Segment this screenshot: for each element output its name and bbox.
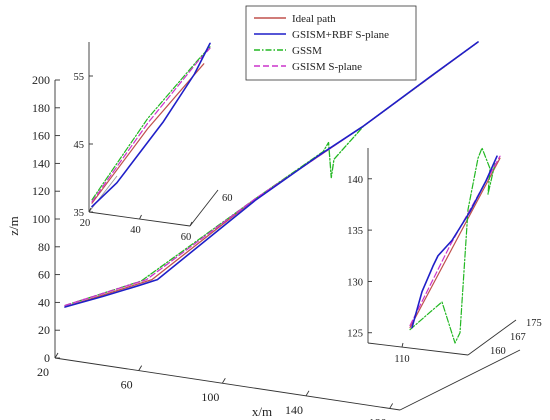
x-tick-mark — [138, 365, 143, 371]
inset-right-x-tick-label: 110 — [394, 354, 409, 365]
x-tick-label: 140 — [285, 403, 303, 417]
legend-label: GSSM — [292, 45, 322, 57]
inset-left-y-axis — [189, 189, 219, 227]
inset-left-z-tick-label: 35 — [74, 208, 85, 219]
inset-left-series-ideal-path — [91, 63, 205, 204]
z-tick-label: 140 — [32, 156, 50, 170]
inset-right-z-tick-label: 140 — [347, 175, 363, 186]
inset-left-back-edge — [88, 175, 118, 213]
x-axis-line — [54, 357, 401, 411]
legend-label: Ideal path — [292, 13, 336, 25]
inset-right — [367, 148, 517, 356]
z-tick-label: 40 — [38, 295, 50, 309]
legend: Ideal path GSISM+RBF S-plane GSSM GSISM S-p… — [245, 5, 417, 81]
x-ticks: 20 60 100 140 180 — [37, 352, 394, 420]
inset-left-z-tick-label: 45 — [74, 140, 85, 151]
inset-right-y-tick-label: 160 — [490, 346, 506, 357]
inset-left-series — [91, 42, 211, 208]
z-tick-label: 180 — [32, 101, 50, 115]
inset-left-x-tick-mark — [88, 207, 92, 213]
inset-right-series-gssm — [409, 147, 496, 344]
x-tick-mark — [221, 377, 226, 384]
inset-right-z-tick-label: 130 — [347, 277, 363, 288]
inset-left-series-gsism-rbf-s-plane — [91, 42, 211, 208]
main-series-ideal-path — [64, 41, 479, 308]
inset-left-x-tick-label: 60 — [181, 232, 192, 243]
main-series-gssm — [64, 41, 479, 307]
main-series-gsism-rbf-s-plane — [64, 41, 479, 308]
x-tick-mark — [305, 390, 310, 397]
inset-right-series — [409, 147, 501, 344]
inset-right-y-tick-label: 175 — [526, 318, 542, 329]
z-tick-label: 0 — [44, 351, 50, 365]
main-series-gsism-s-plane — [64, 41, 479, 307]
x-axis-label: x/m — [252, 404, 272, 419]
x-tick-mark — [54, 352, 59, 359]
inset-right-y-axis — [467, 319, 517, 356]
z-tick-label: 200 — [32, 73, 50, 87]
z-axis-label: z/m — [6, 216, 21, 236]
x-tick-mark — [389, 403, 394, 409]
inset-right-z-tick-label: 125 — [347, 329, 363, 340]
x-tick-label: 60 — [121, 378, 133, 392]
inset-left-x-tick-mark — [189, 221, 193, 227]
legend-label: GSISM+RBF S-plane — [292, 29, 389, 41]
inset-right-series-ideal-path — [409, 157, 501, 329]
z-tick-label: 120 — [32, 184, 50, 198]
inset-left-series-gssm — [91, 46, 211, 201]
z-tick-label: 20 — [38, 323, 50, 337]
inset-left-z-tick-label: 55 — [74, 72, 85, 83]
z-tick-label: 160 — [32, 129, 50, 143]
z-tick-label: 60 — [38, 268, 50, 282]
x-tick-label: 100 — [201, 390, 219, 404]
inset-right-z-tick-label: 135 — [347, 226, 363, 237]
inset-right-series-gsism-rbf-s-plane — [411, 155, 498, 329]
inset-left-x-tick-mark — [139, 214, 142, 220]
inset-right-x-axis — [367, 342, 469, 356]
inset-right-x-tick-mark — [401, 342, 404, 348]
main-series — [64, 41, 479, 308]
inset-left-ticks: 35 45 55 20 40 60 60 — [74, 72, 233, 243]
z-tick-label: 80 — [38, 240, 50, 254]
legend-label: GSISM S-plane — [292, 61, 362, 73]
x-tick-label: 180 — [369, 415, 387, 420]
y-axis-line — [399, 349, 521, 411]
inset-right-y-tick-label: 167 — [510, 332, 526, 343]
inset-left-x-tick-label: 40 — [130, 225, 141, 236]
z-tick-label: 100 — [32, 212, 50, 226]
x-tick-label: 20 — [37, 365, 49, 379]
inset-left-y-tick-label: 60 — [222, 193, 233, 204]
z-ticks: 0 20 40 60 80 100 120 140 160 180 200 — [32, 73, 60, 365]
inset-left-x-tick-label: 20 — [80, 218, 91, 229]
